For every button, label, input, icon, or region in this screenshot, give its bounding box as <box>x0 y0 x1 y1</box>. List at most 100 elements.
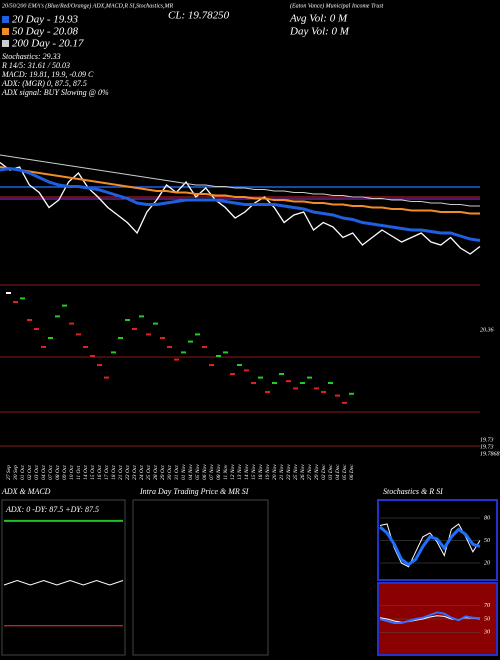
price-dash <box>314 387 319 390</box>
x-tick-label: 11 Nov <box>223 464 229 480</box>
price-dash <box>139 315 144 318</box>
price-dash <box>237 364 242 366</box>
price-dash <box>41 346 46 348</box>
stat: R 14/5: 31.61 / 50.03 <box>1 61 70 70</box>
price-dash <box>125 319 130 321</box>
panel-title: Intra Day Trading Price & MR SI <box>139 487 249 496</box>
price-dash <box>174 358 179 361</box>
x-tick-label: 29 Nov <box>314 464 320 480</box>
symbol-note: (Eaton Vance) Municipal Income Trust <box>290 2 384 9</box>
y-tick-label: 30 <box>483 630 490 636</box>
price-dash <box>90 355 95 357</box>
panel-title: ADX & MACD <box>1 487 51 496</box>
legend-swatch <box>2 40 9 47</box>
price-dash <box>216 355 221 357</box>
close: CL: 19.78250 <box>168 10 230 22</box>
x-tick-label: 15 Oct <box>90 465 96 480</box>
x-tick-label: 09 Oct <box>62 465 68 480</box>
price-dash <box>118 337 123 339</box>
price-dash <box>230 373 235 375</box>
price-dash <box>286 380 291 383</box>
x-tick-label: 06 Dec <box>349 464 355 480</box>
legend-swatch <box>2 16 9 23</box>
price-dash <box>160 337 165 339</box>
price-dash <box>202 346 207 348</box>
panel-title: Stochastics & R SI <box>383 487 443 496</box>
price-dash <box>209 364 214 366</box>
x-tick-label: 14 Oct <box>82 465 89 480</box>
price-dash <box>279 373 284 375</box>
x-tick-label: 21 Nov <box>279 464 285 480</box>
y-tick-label: 20 <box>484 560 490 566</box>
price-dash <box>55 315 60 318</box>
x-tick-label: 28 Oct <box>153 465 159 480</box>
price-label: 20.36 <box>480 327 494 333</box>
x-tick-label: 25 Nov <box>293 464 299 480</box>
y-tick-label: 70 <box>484 603 490 609</box>
x-tick-label: 19 Nov <box>265 464 271 480</box>
x-tick-label: 04 Nov <box>187 464 194 480</box>
price-dash <box>349 392 354 395</box>
price-dash <box>48 337 53 339</box>
price-dash <box>153 322 158 325</box>
x-tick-label: 05 Dec <box>342 464 348 480</box>
price-dash <box>62 304 67 307</box>
y-tick-label: 80 <box>484 515 490 521</box>
price-dash <box>20 297 25 300</box>
x-tick-label: 04 Oct <box>40 465 47 480</box>
price-dash <box>111 351 116 354</box>
stat: ADX: (MGR) 0, 87.5, 87.5 <box>1 79 87 88</box>
series-line <box>0 161 481 255</box>
x-tick-label: 18 Oct <box>111 465 117 480</box>
price-dash <box>27 319 32 321</box>
legend-label: 50 Day - 20.08 <box>12 26 78 38</box>
stat: ADX signal: BUY Slowing @ 0% <box>1 88 109 97</box>
x-tick-label: 07 Nov <box>209 464 215 480</box>
series-line <box>0 166 481 242</box>
price-dash <box>188 340 193 343</box>
x-tick-label: 03 Oct <box>34 465 40 480</box>
x-tick-label: 02 Dec <box>321 464 327 480</box>
price-dash <box>104 376 109 379</box>
x-tick-label: 03 Dec <box>328 464 334 480</box>
x-tick-label: 29 Oct <box>160 465 166 480</box>
price-dash <box>223 351 228 354</box>
price-dash <box>83 346 88 348</box>
x-tick-label: 22 Nov <box>286 464 292 480</box>
x-tick-label: 05 Nov <box>195 464 201 480</box>
price-dash <box>293 387 298 390</box>
x-tick-label: 17 Oct <box>104 465 110 480</box>
series-line <box>379 525 481 567</box>
series-line <box>379 611 481 624</box>
series-line <box>3 579 124 586</box>
legend-label: 20 Day - 19.93 <box>12 14 78 26</box>
x-tick-label: 08 Oct <box>55 465 61 480</box>
price-dash <box>146 333 151 336</box>
price-dash <box>342 401 347 404</box>
avg-vol: Avg Vol: 0 M <box>289 13 348 25</box>
price-label: 19.73 <box>480 437 494 443</box>
stat: MACD: 19.81, 19.9, -0.09 C <box>1 70 94 79</box>
x-tick-label: 16 Oct <box>97 465 103 480</box>
x-tick-label: 01 Nov <box>181 464 187 480</box>
x-tick-label: 30 Sep <box>13 465 19 481</box>
price-dash <box>13 301 18 303</box>
x-tick-label: 11 Oct <box>76 465 82 480</box>
x-tick-label: 27 Nov <box>307 464 313 480</box>
panel <box>132 499 269 656</box>
price-dash <box>258 376 263 379</box>
price-dash <box>97 364 102 366</box>
price-dash <box>6 292 11 294</box>
x-tick-label: 30 Oct <box>167 465 173 481</box>
top-line: 20/50/200 EMA's (Blue/Red/Orange) ADX,MA… <box>2 2 173 9</box>
price-dash <box>167 346 172 348</box>
annotation: ADX: 0 -DY: 87.5 +DY: 87.5 <box>5 505 99 514</box>
legend-swatch <box>2 28 9 35</box>
price-dash <box>300 382 305 384</box>
series-line <box>0 166 480 215</box>
price-dash <box>181 351 186 354</box>
price-dash <box>272 382 277 384</box>
y-tick-label: 50 <box>484 538 490 544</box>
price-dash <box>69 322 74 325</box>
